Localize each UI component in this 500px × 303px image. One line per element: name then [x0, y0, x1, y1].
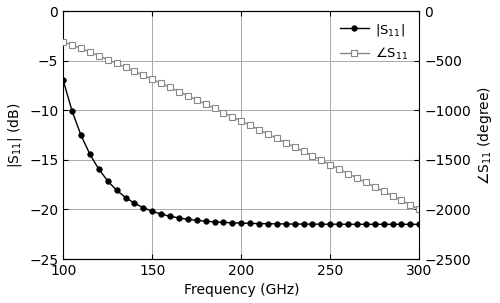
- |S$_{11}$|: [176, 216, 182, 220]
- $\angle$S$_{11}$: [132, 69, 138, 73]
- |S$_{11}$|: [336, 222, 342, 226]
- |S$_{11}$|: [408, 222, 414, 226]
- $\angle$S$_{11}$: [345, 172, 351, 175]
- |S$_{11}$|: [96, 168, 102, 171]
- $\angle$S$_{11}$: [87, 50, 93, 54]
- $\angle$S$_{11}$: [158, 82, 164, 85]
- $\angle$S$_{11}$: [247, 124, 253, 127]
- |S$_{11}$|: [283, 222, 289, 226]
- $\angle$S$_{11}$: [140, 73, 146, 77]
- $\angle$S$_{11}$: [114, 62, 119, 65]
- |S$_{11}$|: [328, 222, 334, 226]
- $\angle$S$_{11}$: [380, 190, 386, 193]
- |S$_{11}$|: [149, 209, 155, 213]
- |S$_{11}$|: [202, 219, 208, 223]
- $\angle$S$_{11}$: [265, 132, 271, 136]
- $\angle$S$_{11}$: [416, 208, 422, 211]
- $\angle$S$_{11}$: [363, 181, 369, 184]
- |S$_{11}$|: [140, 206, 146, 210]
- |S$_{11}$|: [398, 222, 404, 226]
- |S$_{11}$|: [390, 222, 396, 226]
- Line: |S$_{11}$|: |S$_{11}$|: [60, 78, 422, 227]
- $\angle$S$_{11}$: [300, 150, 306, 153]
- Y-axis label: $\angle$S$_{11}$ (degree): $\angle$S$_{11}$ (degree): [476, 85, 494, 185]
- |S$_{11}$|: [185, 218, 191, 221]
- |S$_{11}$|: [238, 221, 244, 225]
- $\angle$S$_{11}$: [176, 90, 182, 93]
- |S$_{11}$|: [416, 222, 422, 226]
- $\angle$S$_{11}$: [408, 203, 414, 207]
- |S$_{11}$|: [380, 222, 386, 226]
- $\angle$S$_{11}$: [372, 185, 378, 189]
- |S$_{11}$|: [345, 222, 351, 226]
- $\angle$S$_{11}$: [256, 128, 262, 132]
- $\angle$S$_{11}$: [310, 154, 316, 158]
- |S$_{11}$|: [300, 222, 306, 226]
- $\angle$S$_{11}$: [96, 54, 102, 58]
- |S$_{11}$|: [212, 220, 218, 224]
- Legend: |S$_{11}$|, $\angle$S$_{11}$: |S$_{11}$|, $\angle$S$_{11}$: [336, 18, 412, 65]
- $\angle$S$_{11}$: [212, 107, 218, 110]
- |S$_{11}$|: [158, 212, 164, 216]
- Line: $\angle$S$_{11}$: $\angle$S$_{11}$: [60, 39, 422, 212]
- |S$_{11}$|: [274, 222, 280, 226]
- $\angle$S$_{11}$: [104, 58, 110, 62]
- |S$_{11}$|: [230, 221, 235, 225]
- |S$_{11}$|: [69, 109, 75, 113]
- |S$_{11}$|: [87, 152, 93, 156]
- $\angle$S$_{11}$: [220, 111, 226, 115]
- $\angle$S$_{11}$: [354, 176, 360, 180]
- |S$_{11}$|: [60, 79, 66, 82]
- $\angle$S$_{11}$: [398, 198, 404, 202]
- |S$_{11}$|: [194, 218, 200, 222]
- |S$_{11}$|: [318, 222, 324, 226]
- |S$_{11}$|: [310, 222, 316, 226]
- $\angle$S$_{11}$: [274, 137, 280, 140]
- $\angle$S$_{11}$: [149, 78, 155, 81]
- $\angle$S$_{11}$: [194, 98, 200, 102]
- $\angle$S$_{11}$: [390, 194, 396, 198]
- |S$_{11}$|: [372, 222, 378, 226]
- X-axis label: Frequency (GHz): Frequency (GHz): [184, 283, 299, 298]
- |S$_{11}$|: [363, 222, 369, 226]
- $\angle$S$_{11}$: [78, 47, 84, 50]
- |S$_{11}$|: [78, 134, 84, 137]
- |S$_{11}$|: [114, 188, 119, 192]
- $\angle$S$_{11}$: [318, 158, 324, 162]
- |S$_{11}$|: [220, 221, 226, 224]
- $\angle$S$_{11}$: [292, 145, 298, 149]
- $\angle$S$_{11}$: [238, 119, 244, 123]
- $\angle$S$_{11}$: [185, 94, 191, 98]
- $\angle$S$_{11}$: [60, 40, 66, 44]
- $\angle$S$_{11}$: [202, 102, 208, 106]
- |S$_{11}$|: [292, 222, 298, 226]
- |S$_{11}$|: [265, 222, 271, 225]
- |S$_{11}$|: [247, 221, 253, 225]
- Y-axis label: |S$_{11}$| (dB): |S$_{11}$| (dB): [6, 102, 24, 168]
- |S$_{11}$|: [132, 201, 138, 205]
- |S$_{11}$|: [256, 222, 262, 225]
- |S$_{11}$|: [104, 179, 110, 183]
- $\angle$S$_{11}$: [336, 167, 342, 171]
- $\angle$S$_{11}$: [167, 86, 173, 89]
- $\angle$S$_{11}$: [328, 163, 334, 166]
- $\angle$S$_{11}$: [69, 43, 75, 47]
- |S$_{11}$|: [354, 222, 360, 226]
- $\angle$S$_{11}$: [283, 141, 289, 145]
- $\angle$S$_{11}$: [230, 115, 235, 119]
- |S$_{11}$|: [122, 196, 128, 199]
- |S$_{11}$|: [167, 215, 173, 218]
- $\angle$S$_{11}$: [122, 65, 128, 69]
